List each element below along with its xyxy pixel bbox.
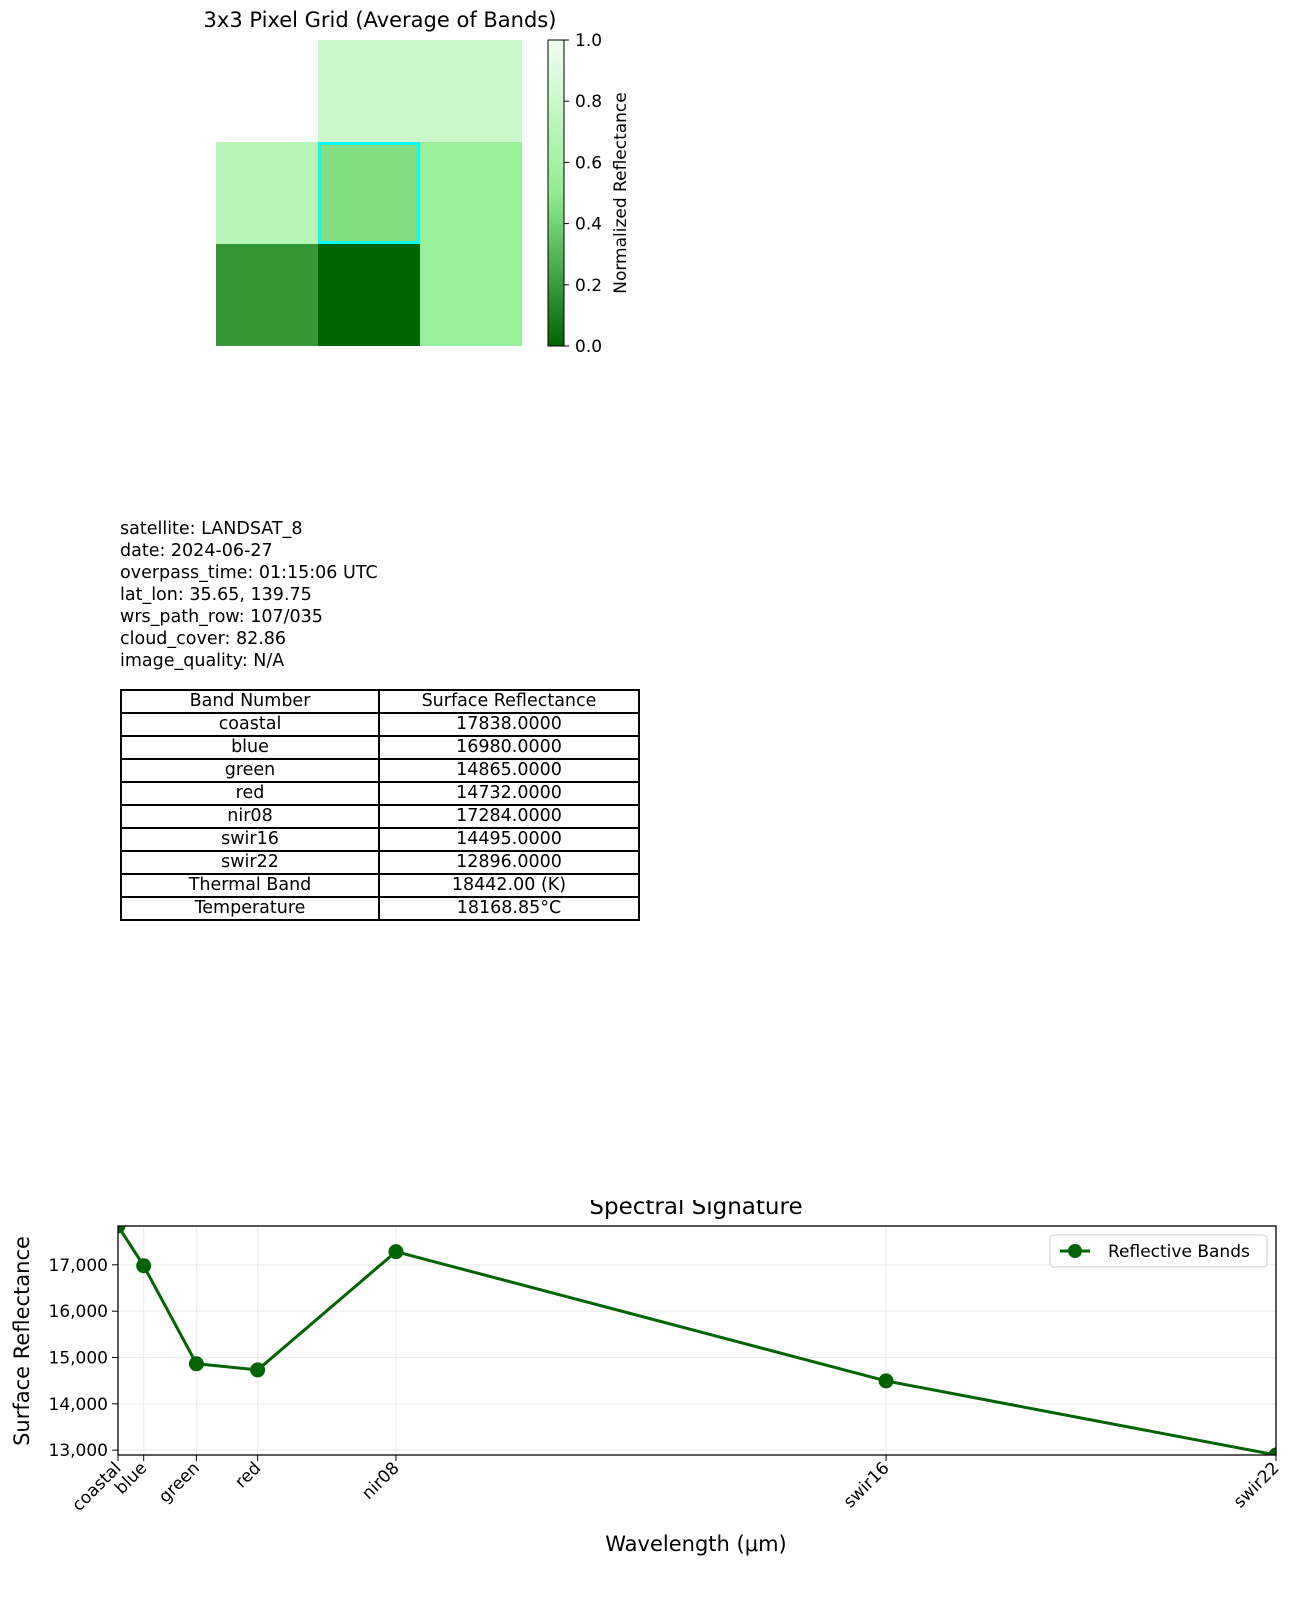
colorbar-tick-label: 0.8 — [575, 92, 602, 112]
metadata-line: wrs_path_row: 107/035 — [120, 607, 323, 627]
band-name-cell: blue — [120, 735, 380, 760]
data-point-nir08 — [388, 1244, 404, 1260]
header-surface-reflectance: Surface Reflectance — [378, 689, 640, 714]
plot-frame — [117, 1225, 1277, 1456]
table-row: swir22 12896.0000 — [120, 850, 640, 875]
pixel-grid-chart: 0.0 0.2 0.4 0.6 0.8 1.0 Normalized Reflectanc… — [216, 31, 631, 357]
highlight-cell-outline — [318, 142, 420, 244]
colorbar-tick-label: 1.0 — [575, 31, 602, 51]
metadata-line: overpass_time: 01:15:06 UTC — [120, 563, 378, 583]
legend: Reflective Bands — [1049, 1234, 1268, 1268]
x-tick-label: nir08 — [358, 1458, 403, 1503]
data-point-blue — [136, 1258, 152, 1274]
table-row: blue 16980.0000 — [120, 735, 640, 760]
table-row: Thermal Band 18442.00 (K) — [120, 873, 640, 898]
band-name-cell: nir08 — [120, 804, 380, 829]
x-axis-label: Wavelength (μm) — [605, 1532, 786, 1556]
spectral-title: Spectral Signature — [589, 1200, 802, 1220]
reflectance-cell: 17838.0000 — [378, 712, 640, 737]
colorbar-tick-label: 0.4 — [575, 215, 602, 235]
x-tick-label: red — [231, 1458, 265, 1492]
grid-cell — [420, 142, 522, 244]
reflectance-cell: 18168.85°C — [378, 896, 640, 921]
colorbar — [547, 39, 565, 347]
y-tick-label: 14,000 — [49, 1395, 108, 1415]
reflectance-cell: 14495.0000 — [378, 827, 640, 852]
x-tick-label: green — [155, 1458, 204, 1507]
table-row: swir16 14495.0000 — [120, 827, 640, 852]
legend-marker — [1068, 1244, 1082, 1258]
metadata-block: satellite: LANDSAT_8 date: 2024-06-27 over… — [120, 518, 378, 672]
band-name-cell: swir16 — [120, 827, 380, 852]
reflectance-cell: 18442.00 (K) — [378, 873, 640, 898]
colorbar-tick-label: 0.2 — [575, 276, 602, 296]
table-header-row: Band Number Surface Reflectance — [120, 689, 640, 714]
header-band-number: Band Number — [120, 689, 380, 714]
grid-cell — [420, 40, 522, 142]
y-axis-label: Surface Reflectance — [10, 1236, 34, 1446]
metadata-line: cloud_cover: 82.86 — [120, 629, 287, 649]
data-point-red — [250, 1362, 266, 1378]
metadata-line: satellite: LANDSAT_8 — [120, 519, 303, 539]
data-point-green — [188, 1356, 204, 1372]
grid-chart-title: 3x3 Pixel Grid (Average of Bands) — [203, 8, 557, 32]
x-tick-label: swir16 — [840, 1458, 894, 1512]
reflectance-cell: 17284.0000 — [378, 804, 640, 829]
colorbar-tick-label: 0.6 — [575, 153, 602, 173]
table-row: Temperature 18168.85°C — [120, 896, 640, 921]
band-name-cell: Thermal Band — [120, 873, 380, 898]
table-row: nir08 17284.0000 — [120, 804, 640, 829]
reflectance-cell: 16980.0000 — [378, 735, 640, 760]
band-name-cell: swir22 — [120, 850, 380, 875]
y-tick-label: 15,000 — [49, 1349, 108, 1369]
y-tick-label: 13,000 — [49, 1441, 108, 1461]
grid-cell — [318, 40, 420, 142]
y-tick-label: 16,000 — [49, 1302, 108, 1322]
table-row: red 14732.0000 — [120, 781, 640, 806]
legend-label: Reflective Bands — [1108, 1242, 1250, 1262]
metadata-line: image_quality: N/A — [120, 651, 285, 671]
grid-cell — [420, 244, 522, 346]
data-point-swir22 — [1268, 1447, 1276, 1455]
reflectance-cell: 12896.0000 — [378, 850, 640, 875]
band-name-cell: coastal — [120, 712, 380, 737]
metadata-line: lat_lon: 35.65, 139.75 — [120, 585, 312, 605]
y-tick-label: 17,000 — [49, 1256, 108, 1276]
grid-cell — [216, 244, 318, 346]
band-name-cell: Temperature — [120, 896, 380, 921]
band-table: Band Number Surface Reflectance coastal 1… — [120, 689, 640, 921]
band-name-cell: green — [120, 758, 380, 783]
grid-cell — [216, 142, 318, 244]
band-name-cell: red — [120, 781, 380, 806]
reflectance-cell: 14732.0000 — [378, 781, 640, 806]
colorbar-label: Normalized Reflectance — [611, 92, 631, 294]
table-row: green 14865.0000 — [120, 758, 640, 783]
grid-cell — [318, 142, 420, 244]
data-point-coastal — [118, 1226, 126, 1234]
grid-cell — [318, 244, 420, 346]
metadata-line: date: 2024-06-27 — [120, 541, 273, 561]
table-row: coastal 17838.0000 — [120, 712, 640, 737]
colorbar-tick-label: 0.0 — [575, 337, 602, 357]
x-tick-label: swir22 — [1230, 1458, 1284, 1512]
reflectance-cell: 14865.0000 — [378, 758, 640, 783]
data-point-swir16 — [878, 1373, 894, 1389]
